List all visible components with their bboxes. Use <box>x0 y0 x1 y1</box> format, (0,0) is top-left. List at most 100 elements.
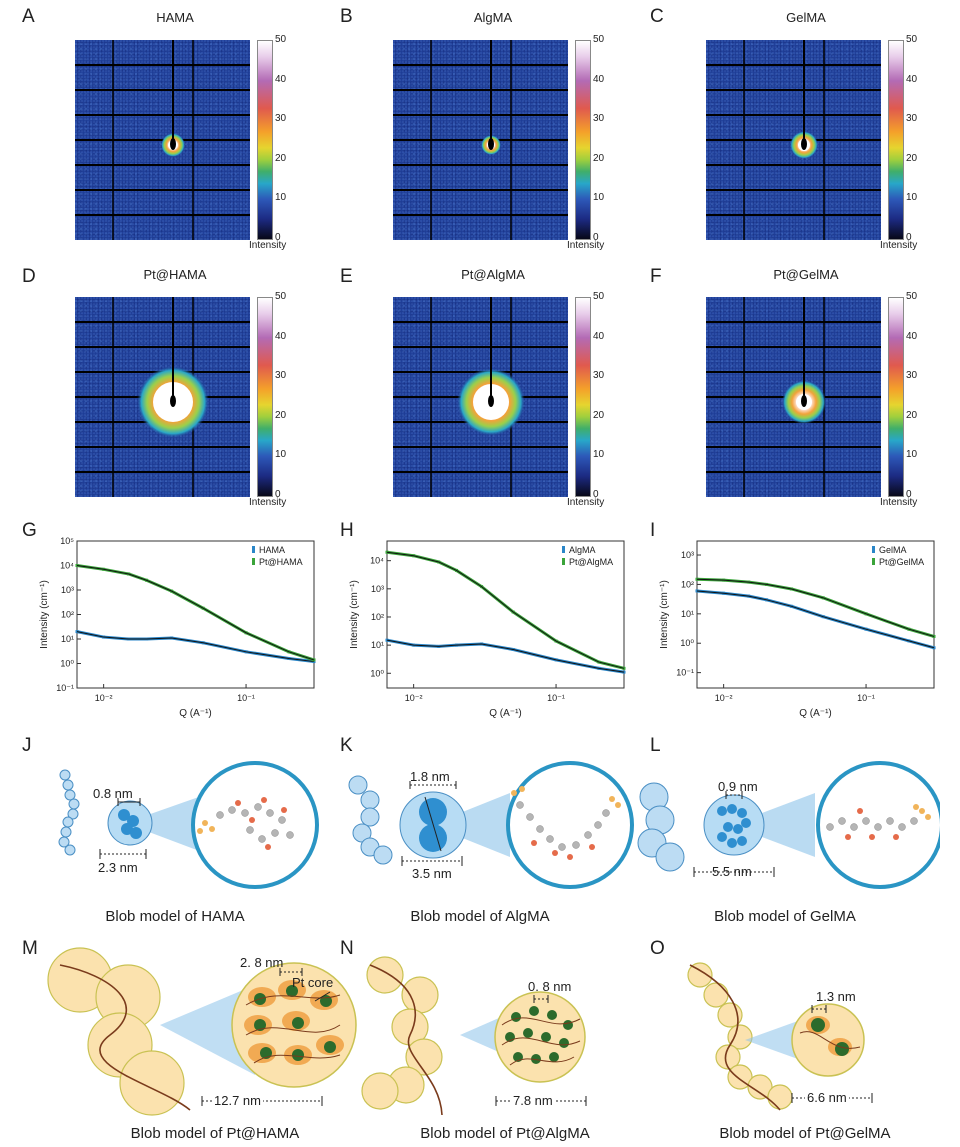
detector-image <box>393 297 568 497</box>
colorbar-tick: 20 <box>593 152 605 164</box>
panel-letter-d: D <box>22 266 36 287</box>
blob-models-hydrogels <box>58 761 940 889</box>
x-axis-label: Q (A⁻¹) <box>799 708 832 719</box>
colorbar <box>575 297 591 497</box>
colorbar-tick: 10 <box>906 192 918 204</box>
legend-marker <box>562 558 565 565</box>
y-tick-label: 10⁻¹ <box>676 668 694 678</box>
panel-letter-b: B <box>340 6 353 27</box>
series-line <box>696 577 935 638</box>
colorbar <box>257 40 273 240</box>
detector-image <box>706 297 881 497</box>
legend-marker <box>872 546 875 553</box>
colorbar-tick: 20 <box>275 409 287 421</box>
colorbar-tick: 40 <box>906 330 918 342</box>
data-point <box>622 670 626 674</box>
colorbar-tick: 30 <box>593 113 605 125</box>
detector-title: AlgMA <box>473 10 513 25</box>
blob-model-pt-hama <box>47 947 357 1116</box>
y-tick-label: 10² <box>371 612 384 622</box>
blob-models-pt <box>47 947 873 1116</box>
colorbar-tick: 20 <box>593 409 605 421</box>
y-tick-label: 10⁴ <box>60 561 74 571</box>
blob-o-small-size: 1.3 nm <box>816 989 856 1004</box>
detector-title: Pt@HAMA <box>143 267 207 282</box>
detector-image <box>706 40 881 240</box>
detector-title: HAMA <box>156 10 194 25</box>
colorbar-label: Intensity <box>880 240 918 251</box>
panel-letter-i: I <box>650 520 656 541</box>
colorbar-tick: 0 <box>593 489 599 500</box>
colorbar-label: Intensity <box>567 497 605 508</box>
blob-model-algma <box>348 761 634 889</box>
legend-marker <box>252 558 255 565</box>
panel-letter-k: K <box>340 735 353 756</box>
fit-line <box>696 590 935 649</box>
legend-marker <box>252 546 255 553</box>
detector-title: Pt@GelMA <box>773 267 839 282</box>
data-point <box>75 630 79 634</box>
colorbar-tick: 30 <box>906 113 918 125</box>
colorbar-tick: 50 <box>906 34 918 45</box>
blob-m-large-size: 12.7 nm <box>212 1093 263 1108</box>
data-point <box>932 646 936 650</box>
panel-letter-e: E <box>340 266 353 287</box>
panel-letter-c: C <box>650 6 664 27</box>
colorbar-tick: 0 <box>275 232 281 243</box>
blob-m-core-label: Pt core <box>292 975 334 990</box>
colorbar-tick: 20 <box>906 409 918 421</box>
y-tick-label: 10⁰ <box>680 638 694 648</box>
blob-model-hama <box>58 761 319 889</box>
x-axis-label: Q (A⁻¹) <box>179 708 212 719</box>
colorbar <box>888 297 904 497</box>
caption-pt-algma: Blob model of Pt@AlgMA <box>420 1125 590 1142</box>
colorbar-tick: 50 <box>275 34 287 45</box>
x-tick-label: 10⁻² <box>95 693 113 703</box>
panel-letter-f: F <box>650 266 662 287</box>
x-tick-label: 10⁻¹ <box>857 693 875 703</box>
legend-label: Pt@AlgMA <box>569 557 613 567</box>
fit-line <box>386 639 625 673</box>
legend-label: HAMA <box>259 545 285 555</box>
detector-title: GelMA <box>786 10 826 25</box>
colorbar-tick: 30 <box>275 113 287 125</box>
blob-l-small-size: 0.9 nm <box>718 779 758 794</box>
fit-line <box>696 578 935 637</box>
colorbar-tick: 20 <box>275 152 287 164</box>
detector-image <box>75 40 250 240</box>
colorbar-tick: 20 <box>906 152 918 164</box>
colorbar-label: Intensity <box>249 497 287 508</box>
x-axis-label: Q (A⁻¹) <box>489 708 522 719</box>
colorbar-tick: 30 <box>906 370 918 382</box>
caption-algma: Blob model of AlgMA <box>410 908 550 925</box>
y-tick-label: 10² <box>61 610 74 620</box>
colorbar-tick: 0 <box>906 232 912 243</box>
fit-line <box>76 631 315 663</box>
colorbar-tick: 40 <box>593 73 605 85</box>
colorbar-tick: 10 <box>275 449 287 461</box>
y-axis-label: Intensity (cm⁻¹) <box>39 580 50 649</box>
saxs-chart: 10⁻¹ 10⁰ 10¹ 10² 10³ 10⁴ 10⁵ 10⁻² 10⁻¹ Q (A⁻¹) Int… <box>39 536 316 719</box>
legend-marker <box>872 558 875 565</box>
blob-n-large-size: 7.8 nm <box>511 1093 555 1108</box>
panel-letter-h: H <box>340 520 354 541</box>
colorbar-label: Intensity <box>567 240 605 251</box>
blob-model-pt-algma <box>361 956 587 1116</box>
saxs-chart: 10⁻¹ 10⁰ 10¹ 10² 10³ 10⁻² 10⁻¹ Q (A⁻¹) Intensity… <box>659 540 936 719</box>
data-point <box>695 589 699 593</box>
blob-m-small-size: 2. 8 nm <box>240 955 284 970</box>
y-tick-label: 10¹ <box>371 640 384 650</box>
series-line <box>696 589 935 650</box>
colorbar <box>257 297 273 497</box>
colorbar <box>575 40 591 240</box>
fit-line <box>76 565 315 661</box>
blob-o-large-size: 6.6 nm <box>805 1090 849 1105</box>
plot-frame <box>386 540 625 689</box>
data-point <box>385 638 389 642</box>
data-point <box>622 666 626 670</box>
colorbar-tick: 0 <box>906 489 912 500</box>
blob-k-small-size: 1.8 nm <box>410 769 450 784</box>
caption-gelma: Blob model of GelMA <box>714 908 856 925</box>
y-tick-label: 10⁴ <box>370 556 384 566</box>
colorbar-tick: 40 <box>275 73 287 85</box>
